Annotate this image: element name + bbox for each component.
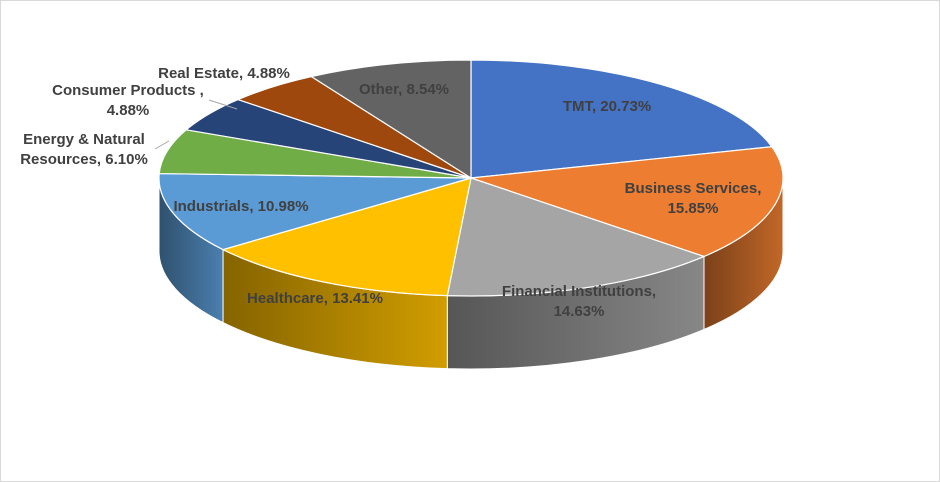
pie-slice-financial-institutions: [446, 177, 706, 297]
slice-label-consumer-products: Consumer Products , 4.88%: [52, 82, 204, 119]
slice-label-energy-natural-resources: Energy & Natural Resources, 6.10%: [20, 131, 148, 168]
pie-slice-healthcare: [221, 177, 472, 297]
pie-slice-business-services: [470, 146, 784, 258]
slice-label-real-estate: Real Estate, 4.88%: [158, 65, 290, 82]
slice-label-industrials: Industrials, 10.98%: [173, 198, 308, 215]
pie-sides: [158, 177, 784, 370]
slice-label-other: Other, 8.54%: [359, 81, 449, 98]
slice-label-tmt: TMT, 20.73%: [563, 98, 651, 115]
leader-lines: [154, 99, 238, 150]
pie-slice-tmt: [470, 59, 773, 179]
slice-label-healthcare: Healthcare, 13.41%: [247, 290, 383, 307]
leader-line-energy-natural-resources: [154, 140, 170, 150]
pie-tops: [158, 59, 784, 297]
pie-slice-energy-natural-resources: [158, 129, 472, 179]
slice-label-business-services: Business Services, 15.85%: [625, 180, 762, 217]
slice-labels: TMT, 20.73% Business Services, 15.85% Finan…: [20, 65, 761, 320]
slice-label-financial-institutions: Financial Institutions, 14.63%: [502, 283, 656, 320]
pie-slice-industrials: [158, 172, 472, 251]
leader-line-consumer-products: [208, 99, 238, 110]
pie-slice-other: [309, 59, 472, 180]
